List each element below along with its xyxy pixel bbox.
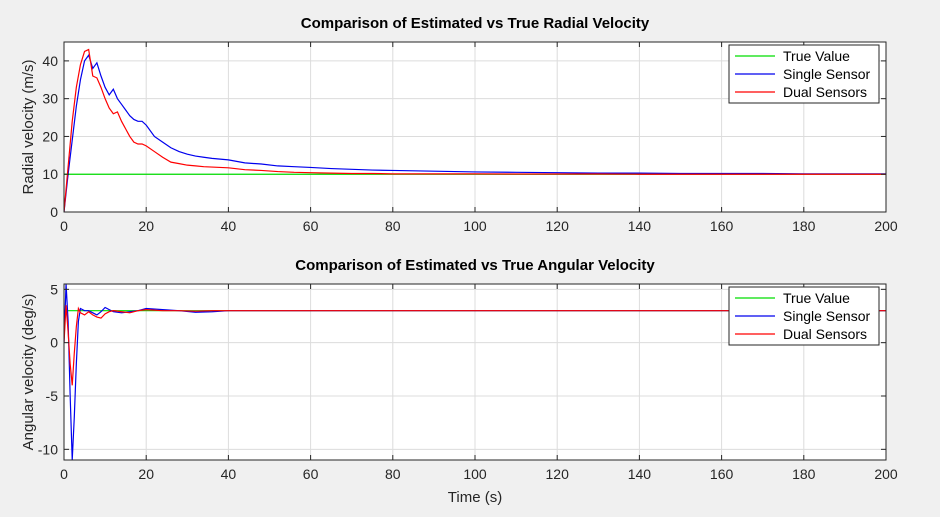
x-tick-label: 80 [385,218,401,234]
y-tick-label: 0 [50,335,58,351]
legend-label: Dual Sensors [783,84,867,100]
x-tick-label: 140 [628,466,652,482]
x-tick-label: 120 [546,218,570,234]
y-tick-label: 30 [42,91,58,107]
x-axis-label: Time (s) [448,489,502,506]
legend: True Value Single Sensor Dual Sensors [728,286,880,346]
x-tick-label: 80 [385,466,401,482]
x-tick-label: 0 [60,466,68,482]
x-tick-label: 0 [60,218,68,234]
legend: True Value Single Sensor Dual Sensors [728,44,880,104]
x-tick-label: 20 [138,466,154,482]
plot-1: 0 20 40 60 80 100 120 140 160 180 200 0 10 20 30 40 Comp… [20,15,898,234]
y-tick-label: -5 [46,388,59,404]
y-tick-label: 20 [42,128,58,144]
series-group [64,48,886,212]
x-tick-label: 180 [792,218,816,234]
y-tick-label: 5 [50,281,58,297]
series-line-dual-sensors [64,48,886,212]
x-tick-label: 40 [221,466,237,482]
x-tick-label: 200 [874,466,898,482]
legend-label: True Value [783,48,850,64]
x-tick-label: 160 [710,218,734,234]
x-tick-label: 140 [628,218,652,234]
x-tick-label: 200 [874,218,898,234]
x-tick-label: 120 [546,466,570,482]
x-tick-label: 160 [710,466,734,482]
x-tick-label: 100 [463,466,487,482]
chart-title: Comparison of Estimated vs True Angular … [295,257,655,274]
y-axis-label: Angular velocity (deg/s) [20,294,37,451]
y-tick-label: 0 [50,204,58,220]
y-tick-label: 10 [42,166,58,182]
x-tick-label: 40 [221,218,237,234]
x-tick-label: 60 [303,466,319,482]
chart-title: Comparison of Estimated vs True Radial V… [301,15,650,32]
plot-2: 0 20 40 60 80 100 120 140 160 180 200 -10 -5 0 5 Compar… [20,257,898,506]
series-line-single-sensor [64,53,886,212]
y-tick-label: -10 [38,441,58,457]
legend-label: Dual Sensors [783,326,867,342]
legend-label: True Value [783,290,850,306]
y-axis-label: Radial velocity (m/s) [20,59,37,194]
x-tick-label: 60 [303,218,319,234]
series-line-dual-sensors [64,305,886,386]
legend-label: Single Sensor [783,308,871,324]
x-tick-label: 180 [792,466,816,482]
legend-label: Single Sensor [783,66,871,82]
x-tick-label: 100 [463,218,487,234]
x-tick-label: 20 [138,218,154,234]
y-tick-label: 40 [42,53,58,69]
